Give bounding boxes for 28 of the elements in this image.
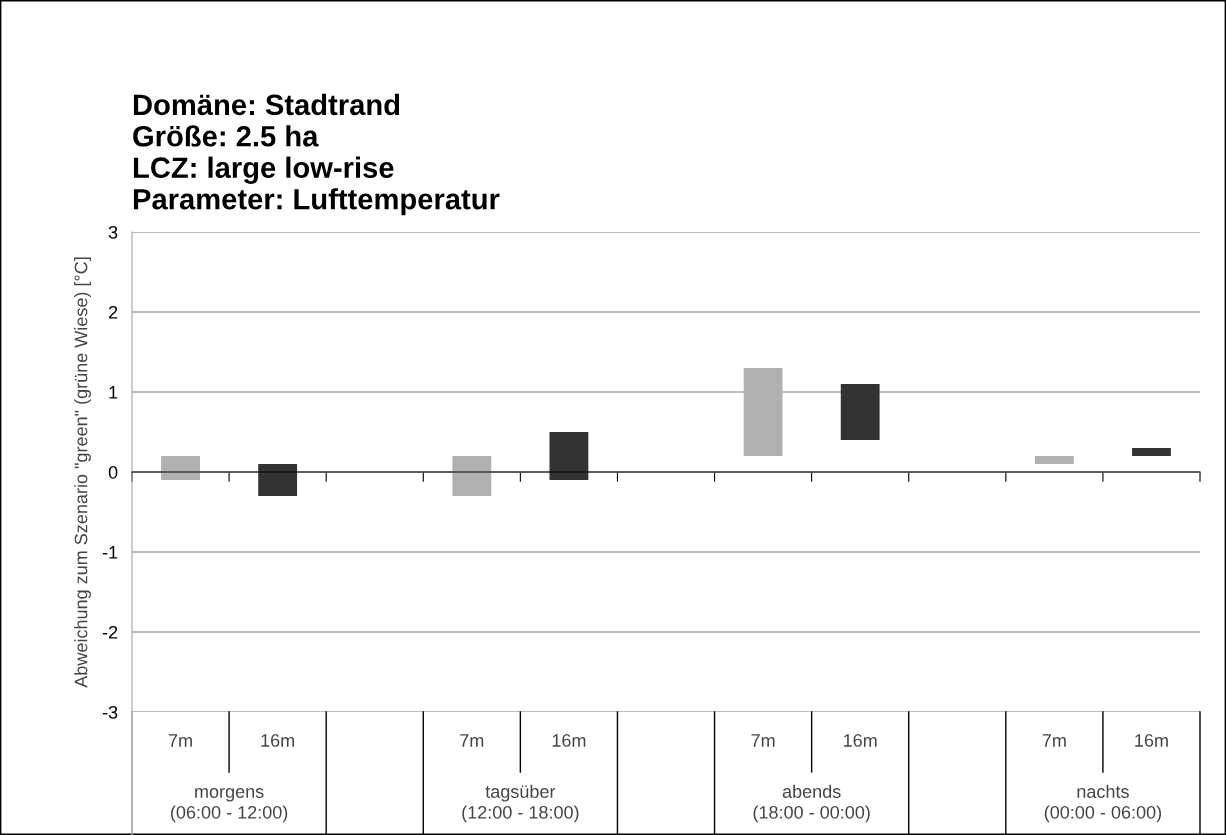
text: nachts (00:00 - 06:00) (1044, 784, 1162, 823)
y-tick-label: -1 (102, 546, 118, 559)
bar (840, 384, 880, 440)
x-tick-label: 16m (844, 734, 877, 747)
x-tick-label: 16m (552, 734, 586, 747)
y-tick-label: 3 (108, 225, 118, 239)
y-tick-label: 0 (108, 465, 118, 479)
x-tick-label: 7m (751, 734, 775, 747)
text: morgens (06:00 - 12:00) (171, 788, 288, 823)
x-tick-label: 7m (460, 734, 484, 747)
x-tick-label: 16m (261, 734, 295, 747)
y-tick-label: -3 (102, 705, 118, 719)
bar (258, 464, 298, 496)
text: abends (18:00 - 00:00) (753, 784, 870, 823)
bar (1034, 456, 1074, 464)
bar (161, 456, 200, 480)
y-tick-label: 1 (109, 386, 118, 399)
y-axis-title: Abweichung zum Szenario "green" (grüne Wiese) [°C] (74, 257, 91, 688)
bar (549, 432, 589, 480)
bar (452, 456, 492, 496)
x-tick-label: 7m (168, 734, 192, 747)
x-tick-label: 7m (1042, 734, 1066, 747)
bar (1132, 448, 1171, 456)
y-tick-label: 2 (108, 305, 118, 319)
text: tagsüber (12:00 - 18:00) (462, 784, 579, 823)
chart-title: Domäne: Stadtrand Größe: 2.5 ha LCZ: large low-rise Parameter: Lufttemperatur (133, 93, 500, 216)
y-tick-label: -2 (102, 625, 118, 639)
x-tick-label: 16m (1135, 734, 1168, 747)
